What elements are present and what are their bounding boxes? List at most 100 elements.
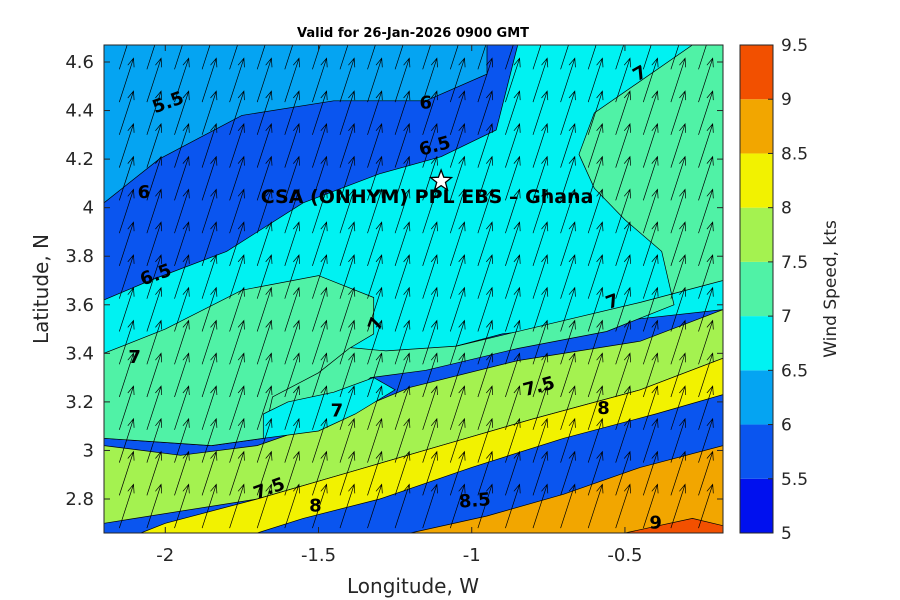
wind-arrow <box>339 188 356 234</box>
wind-arrow <box>118 286 135 332</box>
wind-arrow <box>284 352 300 398</box>
wind-arrow <box>256 221 273 267</box>
y-axis-label: Latitude, N <box>29 234 53 344</box>
wind-arrow <box>505 122 521 168</box>
wind-arrow <box>284 188 300 234</box>
wind-arrow <box>560 45 569 70</box>
wind-arrow <box>615 319 631 365</box>
wind-arrow <box>201 155 218 201</box>
wind-arrow <box>642 417 659 463</box>
wind-arrow <box>118 319 135 365</box>
wind-arrow <box>642 90 659 135</box>
wind-arrow <box>394 385 411 430</box>
colorbar-segment <box>740 478 773 533</box>
wind-arrow <box>532 57 549 103</box>
wind-arrow <box>422 122 438 168</box>
wind-arrow <box>146 286 163 332</box>
wind-arrow <box>118 188 135 234</box>
wind-arrow <box>146 57 163 103</box>
wind-arrow <box>146 155 163 201</box>
y-axis-ticks: 2.8 3 3.2 3.4 3.6 3.8 4 4.2 4.4 4.6 <box>65 52 723 510</box>
wind-arrow <box>256 483 273 529</box>
wind-arrow <box>229 221 245 267</box>
wind-arrow <box>505 385 521 430</box>
wind-arrow <box>642 254 659 299</box>
wind-arrow <box>394 57 411 103</box>
wind-arrow <box>477 385 494 430</box>
contour-label: 6 <box>138 182 151 203</box>
wind-arrow <box>422 90 438 135</box>
wind-arrow <box>477 286 494 332</box>
wind-arrow <box>201 221 218 267</box>
wind-arrow <box>339 319 356 365</box>
wind-arrow <box>339 286 356 332</box>
wind-arrow <box>587 155 604 201</box>
wind-arrow <box>201 319 218 365</box>
wind-arrow <box>256 122 273 168</box>
wind-arrow <box>256 385 273 430</box>
wind-arrow <box>560 417 576 463</box>
wind-arrow <box>367 385 383 430</box>
wind-arrow <box>642 319 659 365</box>
wind-arrow <box>201 188 218 234</box>
wind-arrow <box>174 417 190 463</box>
wind-arrow <box>505 319 521 365</box>
wind-arrow <box>394 90 411 135</box>
wind-arrow <box>312 319 328 365</box>
y-tick-label: 3.2 <box>65 392 94 413</box>
wind-arrow <box>698 483 714 529</box>
wind-arrow <box>532 352 549 398</box>
wind-arrow <box>477 188 494 234</box>
wind-arrow <box>532 254 549 299</box>
wind-arrow <box>477 483 494 529</box>
wind-arrow <box>367 57 383 103</box>
wind-arrow <box>229 352 245 398</box>
wind-arrow <box>505 45 514 70</box>
wind-arrow <box>532 45 542 70</box>
wind-arrow <box>146 417 163 463</box>
wind-arrow <box>670 90 687 135</box>
wind-arrow <box>394 188 411 234</box>
wind-arrow <box>477 221 494 267</box>
wind-arrow <box>422 352 438 398</box>
wind-arrow <box>394 45 404 70</box>
wind-arrow <box>256 417 273 463</box>
wind-arrow <box>312 450 328 496</box>
wind-arrow <box>174 188 190 234</box>
wind-arrow <box>698 45 707 70</box>
wind-arrow <box>449 450 466 496</box>
wind-arrow <box>642 483 659 529</box>
wind-arrow <box>422 319 438 365</box>
wind-arrow <box>449 221 466 267</box>
wind-arrow <box>174 483 190 529</box>
wind-arrow <box>560 286 576 332</box>
y-tick-label: 3 <box>83 440 94 461</box>
wind-arrow <box>229 155 245 201</box>
wind-arrow <box>505 221 521 267</box>
wind-arrow <box>615 385 631 430</box>
wind-arrow <box>698 57 714 103</box>
wind-arrow <box>477 90 494 135</box>
wind-arrow <box>532 450 549 496</box>
wind-arrow <box>118 155 135 201</box>
wind-arrow <box>312 123 328 168</box>
wind-arrow <box>394 319 411 365</box>
contour-region-9-9.5 <box>624 518 723 533</box>
wind-arrow <box>118 483 135 529</box>
wind-arrow <box>532 417 549 463</box>
wind-arrow <box>642 221 659 267</box>
wind-arrow <box>201 450 218 496</box>
wind-arrow <box>118 122 135 168</box>
wind-arrow <box>532 483 549 529</box>
colorbar-tick-label: 8.5 <box>781 144 808 164</box>
wind-arrow <box>477 254 494 299</box>
wind-arrow <box>615 254 631 299</box>
wind-arrow <box>339 155 356 201</box>
contour-region-8.5-9 <box>410 445 723 533</box>
wind-arrow <box>422 385 438 430</box>
wind-arrow <box>505 483 521 529</box>
wind-arrow <box>477 57 494 103</box>
wind-arrow <box>670 385 687 430</box>
filled-contour-regions <box>104 45 723 533</box>
wind-arrow <box>587 188 604 234</box>
